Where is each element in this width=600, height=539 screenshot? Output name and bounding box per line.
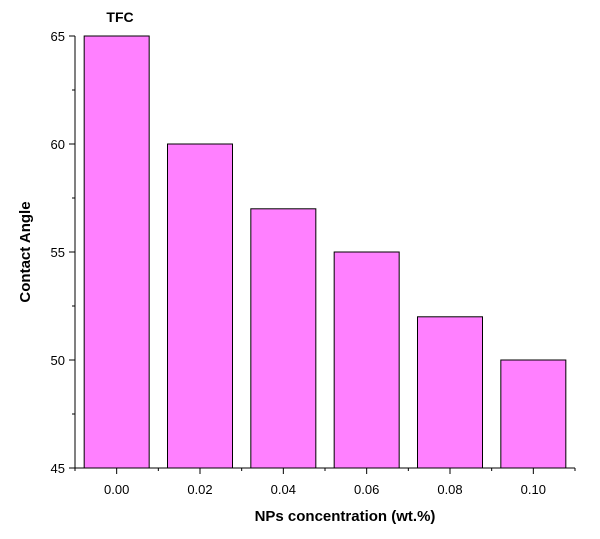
bar-0.08 xyxy=(417,316,483,469)
y-axis-title: Contact Angle xyxy=(17,201,34,302)
x-tick-label: 0.00 xyxy=(104,482,129,497)
x-tick-label: 0.06 xyxy=(354,482,379,497)
bar-0.06 xyxy=(333,251,400,469)
y-tick-label: 65 xyxy=(51,29,65,44)
chart-annotation: TFC xyxy=(106,9,133,25)
bar-0.00 xyxy=(83,35,150,469)
bar-0.10 xyxy=(500,359,567,469)
y-tick-label: 50 xyxy=(51,353,65,368)
x-tick-label: 0.10 xyxy=(521,482,546,497)
y-tick-label: 45 xyxy=(51,461,65,476)
x-tick-label: 0.04 xyxy=(271,482,296,497)
bar-0.04 xyxy=(250,208,317,469)
x-tick-label: 0.08 xyxy=(437,482,462,497)
bar-0.02 xyxy=(167,143,233,469)
y-tick-label: 60 xyxy=(51,137,65,152)
x-axis-title: NPs concentration (wt.%) xyxy=(255,508,436,525)
axes-group: 45 50 55 60 65 0.00 0.02 0.04 0.06 0.08 0.10 xyxy=(51,29,576,497)
x-tick-label: 0.02 xyxy=(187,482,212,497)
y-tick-label: 55 xyxy=(51,245,65,260)
labels-group: TFC NPs concentration (wt.%) Contact Ang… xyxy=(17,9,435,525)
bars-group xyxy=(83,35,567,469)
